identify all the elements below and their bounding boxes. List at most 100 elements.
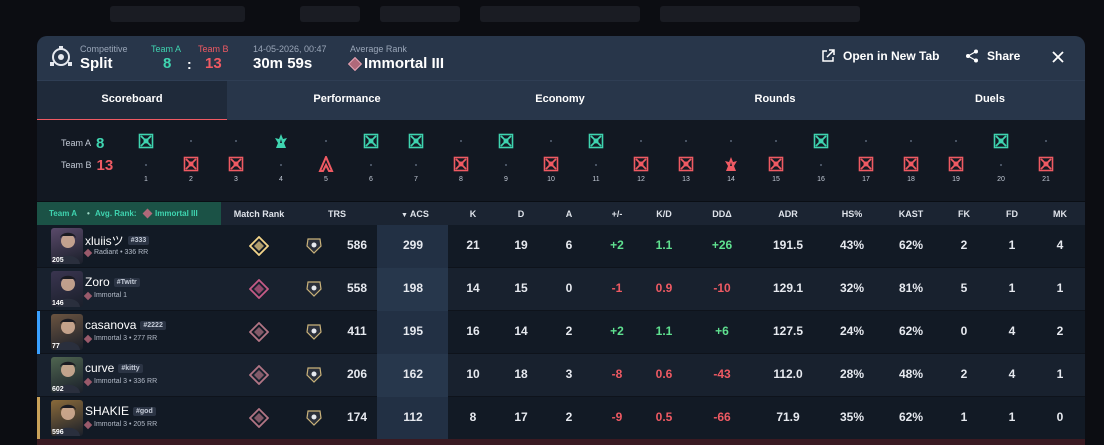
tab-economy[interactable]: Economy xyxy=(535,93,585,105)
tab-duels[interactable]: Duels xyxy=(975,93,1005,105)
round-number: 16 xyxy=(817,176,825,183)
adr-value: 112.0 xyxy=(773,367,803,381)
col-plus-minus[interactable]: +/- xyxy=(611,209,623,219)
round-empty-marker xyxy=(685,140,687,142)
match-rank-icon xyxy=(249,365,269,385)
col-kd[interactable]: K/D xyxy=(656,209,672,219)
player-row[interactable]: 146 Zoro #Twitr Immortal 1 558 198 14 15 0 -1 0.9-… xyxy=(37,268,1085,311)
col-trs[interactable]: TRS xyxy=(328,209,346,219)
player-row[interactable]: 205 xluiisツ #333 Radiant • 336 RR 586 299 21 19… xyxy=(37,225,1085,268)
col-kast[interactable]: KAST xyxy=(898,209,924,219)
round-number: 18 xyxy=(907,176,915,183)
team-b-label: Team B xyxy=(198,44,229,54)
hs-value: 28% xyxy=(839,367,865,381)
agent-avatar[interactable]: 146 xyxy=(51,271,83,307)
round-13-elim-icon[interactable] xyxy=(678,156,694,172)
share-button[interactable]: Share xyxy=(965,49,1020,63)
trs-tier-icon xyxy=(306,324,322,340)
mk-value: 1 xyxy=(1056,367,1064,381)
agent-avatar[interactable]: 205 xyxy=(51,228,83,264)
player-name[interactable]: SHAKIE #god xyxy=(85,404,156,418)
player-row[interactable]: 77 casanova #2222 Immortal 3 • 277 RR 411 195… xyxy=(37,311,1085,354)
round-empty-marker xyxy=(595,164,597,166)
kd-value: 1.1 xyxy=(655,324,673,338)
round-11-elim-icon[interactable] xyxy=(588,133,604,149)
player-tag: #333 xyxy=(127,236,150,245)
round-3-elim-icon[interactable] xyxy=(228,156,244,172)
col-a[interactable]: A xyxy=(565,209,573,219)
round-15-elim-icon[interactable] xyxy=(768,156,784,172)
close-icon[interactable] xyxy=(1052,51,1064,63)
acs-column-highlight xyxy=(377,397,448,440)
player-name[interactable]: curve #kitty xyxy=(85,361,143,375)
col-match-rank[interactable]: Match Rank xyxy=(233,209,285,219)
separator-dot: • xyxy=(87,209,90,218)
player-row[interactable]: 602 curve #kitty Immortal 3 • 336 RR 206 162 1… xyxy=(37,354,1085,397)
adr-value: 127.5 xyxy=(772,324,804,338)
acs-value: 195 xyxy=(402,324,424,338)
round-5-defuse-icon[interactable] xyxy=(318,154,334,172)
col-fd[interactable]: FD xyxy=(1006,209,1018,219)
player-name[interactable]: Zoro #Twitr xyxy=(85,275,140,289)
col-k[interactable]: K xyxy=(469,209,477,219)
plus-minus-value: -8 xyxy=(611,367,623,381)
plus-minus-value: +2 xyxy=(610,324,624,338)
round-10-elim-icon[interactable] xyxy=(543,156,559,172)
round-12-elim-icon[interactable] xyxy=(633,156,649,172)
immortal-rank-icon xyxy=(347,56,363,72)
player-name-text: Zoro xyxy=(85,275,110,289)
round-19-elim-icon[interactable] xyxy=(948,156,964,172)
round-8-elim-icon[interactable] xyxy=(453,156,469,172)
player-rank-text: Immortal 3 • 277 RR xyxy=(94,335,158,342)
col-dd-delta[interactable]: DDΔ xyxy=(712,209,732,219)
col-fk[interactable]: FK xyxy=(958,209,970,219)
round-9-elim-icon[interactable] xyxy=(498,133,514,149)
acs-column-highlight xyxy=(377,268,448,311)
player-row[interactable]: 596 SHAKIE #god Immortal 3 • 205 RR 174 112 8 1… xyxy=(37,397,1085,440)
col-adr[interactable]: ADR xyxy=(778,209,798,219)
col-d[interactable]: D xyxy=(517,209,525,219)
kd-value: 0.5 xyxy=(655,410,673,424)
open-new-tab-button[interactable]: Open in New Tab xyxy=(821,49,939,63)
tab-rounds[interactable]: Rounds xyxy=(754,93,796,105)
tab-bar: Scoreboard Performance Economy Rounds Du… xyxy=(37,80,1085,121)
player-rank-text: Immortal 1 xyxy=(94,292,128,299)
round-16-elim-icon[interactable] xyxy=(813,133,829,149)
agent-avatar[interactable]: 77 xyxy=(51,314,83,350)
round-7-elim-icon[interactable] xyxy=(408,133,424,149)
col-hs[interactable]: HS% xyxy=(841,209,863,219)
round-number: 11 xyxy=(592,176,600,183)
round-2-elim-icon[interactable] xyxy=(183,156,199,172)
player-name[interactable]: casanova #2222 xyxy=(85,318,166,332)
fd-value: 1 xyxy=(1008,281,1016,295)
assists-value: 3 xyxy=(565,367,573,381)
player-name-text: curve xyxy=(85,361,115,375)
mk-value: 0 xyxy=(1056,410,1064,424)
round-17-elim-icon[interactable] xyxy=(858,156,874,172)
team-b-section-edge xyxy=(37,439,1085,445)
tab-scoreboard[interactable]: Scoreboard xyxy=(37,81,227,121)
fk-value: 2 xyxy=(960,367,968,381)
kast-value: 62% xyxy=(898,324,924,338)
round-4-spike-icon[interactable] xyxy=(273,133,289,149)
round-20-elim-icon[interactable] xyxy=(993,133,1009,149)
round-18-elim-icon[interactable] xyxy=(903,156,919,172)
round-14-spike-icon[interactable] xyxy=(723,156,739,172)
col-mk[interactable]: MK xyxy=(1053,209,1067,219)
agent-avatar[interactable]: 596 xyxy=(51,400,83,436)
rank-small-icon xyxy=(83,420,93,429)
round-1-elim-icon[interactable] xyxy=(138,133,154,149)
round-21-elim-icon[interactable] xyxy=(1038,156,1054,172)
plus-minus-value: +2 xyxy=(610,238,624,252)
player-name[interactable]: xluiisツ #333 xyxy=(85,232,150,249)
deaths-value: 14 xyxy=(514,324,528,338)
col-acs[interactable]: ▼ ACS xyxy=(393,209,437,219)
trs-tier-icon xyxy=(306,367,322,383)
fd-value: 1 xyxy=(1008,410,1016,424)
agent-avatar[interactable]: 602 xyxy=(51,357,83,393)
mk-value: 2 xyxy=(1056,324,1064,338)
tab-performance[interactable]: Performance xyxy=(313,93,381,105)
round-empty-marker xyxy=(1000,164,1002,166)
trs-value: 174 xyxy=(346,410,368,424)
round-6-elim-icon[interactable] xyxy=(363,133,379,149)
